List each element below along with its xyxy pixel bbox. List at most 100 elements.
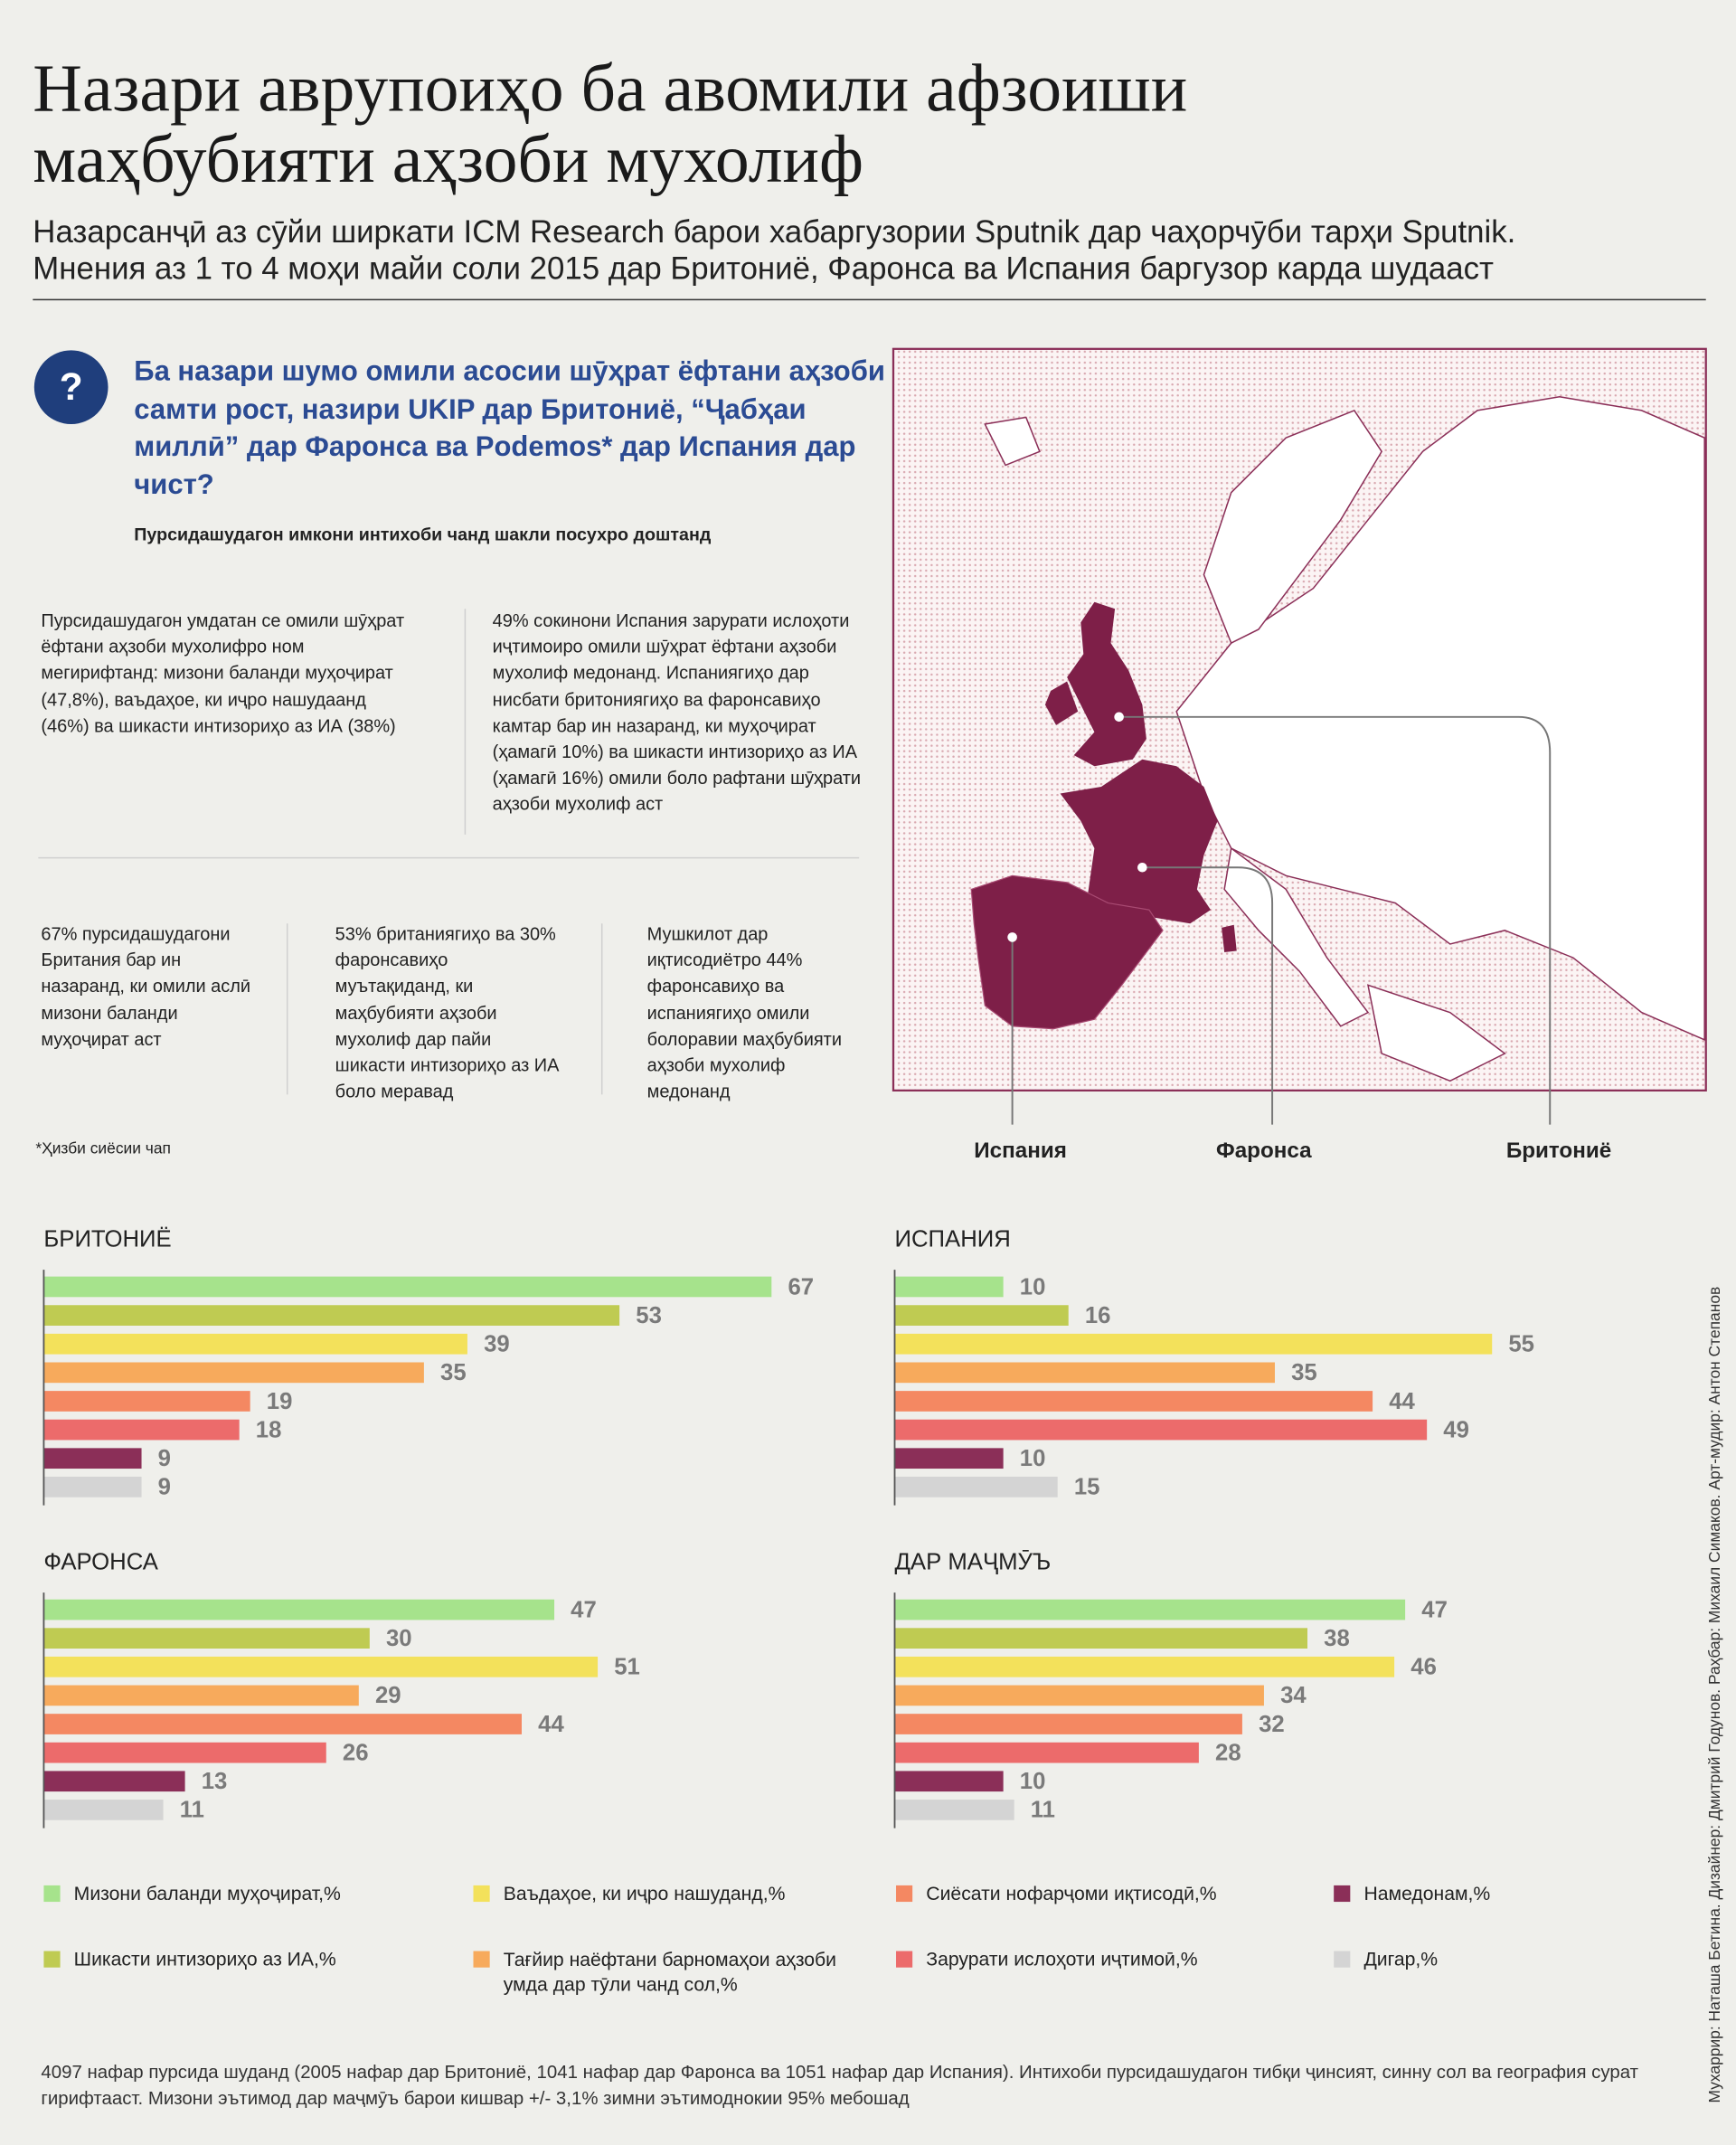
value-label: 67 — [788, 1274, 814, 1299]
legend-swatch — [43, 1885, 61, 1903]
bar — [894, 1742, 1199, 1763]
legend-swatch — [896, 1885, 913, 1903]
value-label: 15 — [1074, 1475, 1100, 1500]
bar — [894, 1362, 1275, 1384]
question-line: Ба назари шумо омили асосии шӯҳрат ёфтан… — [134, 355, 885, 388]
legend-swatch — [473, 1951, 490, 1968]
bar — [43, 1362, 424, 1384]
bar — [894, 1800, 1014, 1820]
land — [1203, 409, 1383, 645]
bar — [43, 1333, 467, 1355]
subtitle-line: Назарсанҷӣ аз сӯйи ширкати ICM Research … — [33, 213, 1516, 250]
value-label: 38 — [1324, 1626, 1350, 1651]
bar — [894, 1305, 1069, 1326]
fact: Мушкилот дар иқтисодиётро 44% фаронсавиҳ… — [646, 923, 842, 1102]
value-label: 35 — [440, 1360, 467, 1385]
bar — [894, 1628, 1308, 1649]
value-label: 51 — [614, 1655, 640, 1680]
bar — [43, 1771, 185, 1792]
bar — [43, 1305, 620, 1326]
land — [1367, 984, 1506, 1082]
value-label: 47 — [1421, 1597, 1448, 1622]
bar-chart: ФАРОНСА 47 30 51 29 44 26 13 11 — [42, 1549, 640, 1828]
value-label: 11 — [1031, 1798, 1055, 1823]
bar — [43, 1391, 250, 1412]
bar — [43, 1742, 326, 1763]
bar — [894, 1448, 1004, 1469]
value-label: 9 — [158, 1446, 171, 1471]
map-dot — [1007, 932, 1017, 942]
bar — [43, 1628, 370, 1649]
value-label: 29 — [375, 1683, 401, 1708]
credits: Мухаррир: Наташа Бетина. Дизайнер: Дмитр… — [1707, 1286, 1724, 2103]
footer: 4097 нафар пурсида шуданд (2005 нафар да… — [41, 2062, 1639, 2109]
icon-label: ? — [60, 365, 83, 408]
bar — [43, 1276, 772, 1298]
question-note: Пурсидашудагон имкони интихоби чанд шакл… — [134, 524, 712, 545]
bar — [894, 1419, 1428, 1441]
value-label: 49 — [1443, 1417, 1469, 1442]
map — [892, 347, 1707, 1091]
map-dot — [1137, 862, 1147, 873]
value-label: 30 — [386, 1626, 412, 1651]
land — [1223, 846, 1370, 1027]
bar — [43, 1685, 359, 1706]
title-line: Назари аврупоиҳо ба авомили афзоиши — [33, 49, 1188, 127]
legend-swatch — [43, 1951, 61, 1968]
chart-title: БРИТОНИЁ — [43, 1226, 171, 1252]
bar — [894, 1476, 1058, 1498]
bar — [43, 1448, 142, 1469]
subtitle-line: Мнения аз 1 то 4 моҳи майи соли 2015 дар… — [33, 250, 1494, 287]
map-dot — [1114, 712, 1124, 723]
footnote: *Ҳизби сиёсии чап — [35, 1140, 171, 1158]
value-label: 26 — [343, 1740, 369, 1765]
value-label: 16 — [1085, 1303, 1111, 1328]
chart-title: ИСПАНИЯ — [895, 1226, 1011, 1252]
value-label: 44 — [538, 1712, 564, 1737]
legend-label: Шикасти интизориҳо аз ИА,% — [74, 1950, 336, 1970]
corsica — [1222, 924, 1237, 953]
value-label: 47 — [571, 1597, 597, 1622]
chart-title: ФАРОНСА — [43, 1549, 158, 1574]
value-label: 10 — [1020, 1446, 1046, 1471]
question: Ба назари шумо омили асосии шӯҳрат ёфтан… — [134, 353, 885, 503]
leader-france — [1142, 866, 1274, 1125]
value-label: 9 — [158, 1475, 171, 1500]
chart-title: ДАР МАҶМӮЪ — [895, 1549, 1052, 1574]
bar — [894, 1391, 1373, 1412]
question-line: самти рост, назири UKIP дар Бритониё, “Ҷ… — [134, 392, 807, 425]
value-label: 28 — [1215, 1740, 1241, 1765]
map-label: Испания — [974, 1139, 1067, 1164]
legend-label: Тағйир наёфтани барномаҳои аҳзоби умда да… — [504, 1950, 836, 1995]
value-label: 55 — [1508, 1332, 1534, 1357]
fact: 49% сокинони Испания зарурати ислоҳоти и… — [492, 609, 862, 815]
bar — [43, 1476, 142, 1498]
legend-label: Сиёсати нофарҷоми иқтисодӣ,% — [926, 1884, 1217, 1904]
map-label: Бритониё — [1505, 1139, 1612, 1164]
bar-chart: ДАР МАҶМӮЪ 47 38 46 34 32 28 10 11 — [893, 1549, 1448, 1828]
spain — [970, 874, 1164, 1030]
bar-chart: БРИТОНИЁ 67 53 39 35 19 18 9 9 — [42, 1226, 814, 1506]
value-label: 19 — [267, 1389, 293, 1414]
bar — [43, 1419, 240, 1441]
leader-britain — [1118, 715, 1552, 1125]
value-label: 44 — [1389, 1389, 1415, 1414]
france — [1060, 759, 1218, 924]
question-line: миллӣ” дар Фаронса ва Podemos* дар Испан… — [134, 430, 856, 463]
title: Назари аврупоиҳо ба авомили афзоиши маҳбу… — [33, 52, 1187, 194]
ireland — [1044, 681, 1079, 725]
land — [984, 416, 1041, 467]
question-icon — [33, 350, 108, 425]
legend-label: Ваъдаҳое, ки иҷро нашуданд,% — [504, 1884, 786, 1904]
value-label: 53 — [636, 1303, 662, 1328]
value-label: 46 — [1410, 1655, 1437, 1680]
value-label: 18 — [256, 1417, 282, 1442]
bar — [43, 1599, 555, 1621]
britain — [1067, 601, 1146, 767]
value-label: 35 — [1291, 1360, 1317, 1385]
bar — [894, 1685, 1264, 1706]
legend-label: Зарурати ислоҳоти иҷтимоӣ,% — [926, 1950, 1197, 1970]
fact: Пурсидашудагон умдатан се омили шӯҳрат ё… — [41, 609, 405, 736]
bar — [894, 1656, 1395, 1677]
